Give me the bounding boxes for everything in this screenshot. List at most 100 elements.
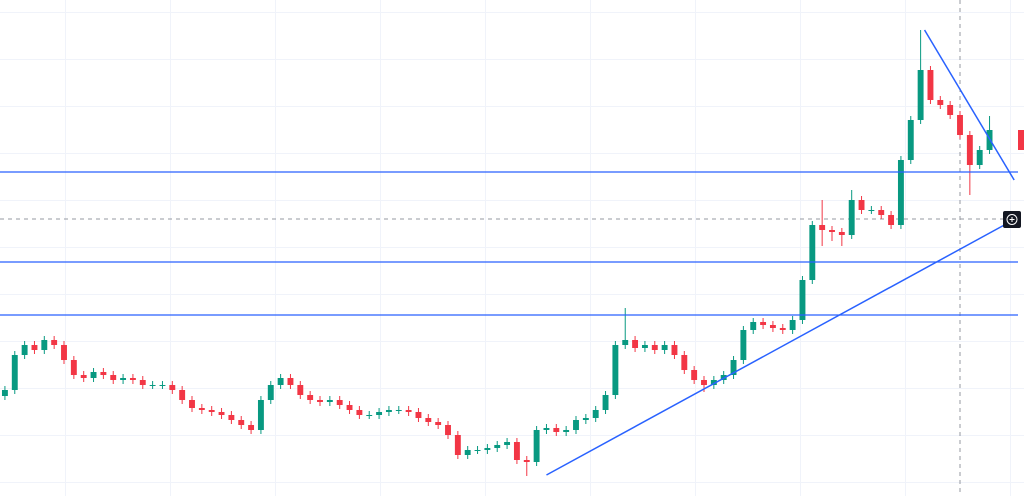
candle-body <box>917 70 924 120</box>
candle-body <box>809 225 816 280</box>
candle-body <box>149 385 156 386</box>
candle-body <box>385 410 392 412</box>
candle-body <box>504 442 511 445</box>
candle-body <box>110 375 117 380</box>
candle-body <box>11 355 18 390</box>
candle-body <box>927 70 934 100</box>
price-tag <box>1018 130 1024 150</box>
candle-body <box>257 400 264 430</box>
candle-body <box>189 400 195 408</box>
candle-body <box>888 215 895 225</box>
candle-body <box>208 410 215 412</box>
candle-body <box>563 430 570 432</box>
candle-body <box>602 395 609 410</box>
candle-body <box>31 345 38 350</box>
candle-body <box>366 415 373 416</box>
candle-body <box>582 418 589 420</box>
candle-body <box>120 378 127 380</box>
candle-body <box>819 225 826 230</box>
candle-body <box>829 230 835 232</box>
candle-body <box>691 370 698 380</box>
candle-body <box>947 105 954 115</box>
candle-body <box>129 378 136 380</box>
candle-body <box>267 385 274 400</box>
candle-body <box>169 385 176 390</box>
candle-body <box>622 340 629 345</box>
candle-body <box>868 210 875 211</box>
candle-body <box>238 420 245 425</box>
candle-body <box>543 428 550 430</box>
candle-body <box>484 448 491 450</box>
candle-body <box>80 375 87 378</box>
candle-body <box>681 355 688 370</box>
trend-line <box>546 224 1005 476</box>
candle-body <box>474 450 481 451</box>
candle-body <box>957 115 963 135</box>
candle-body <box>454 435 461 455</box>
crosshair-button <box>1003 211 1021 228</box>
candle-body <box>907 120 914 160</box>
candle-body <box>740 330 747 360</box>
candle-body <box>661 345 668 350</box>
candle-body <box>760 322 767 325</box>
candle-body <box>573 420 579 430</box>
candle-body <box>228 415 235 420</box>
candle-body <box>838 232 845 235</box>
candle-body <box>445 425 451 435</box>
candle-body <box>612 345 619 395</box>
candle-body <box>425 418 432 422</box>
candle-body <box>326 400 333 402</box>
candle-body <box>799 280 806 320</box>
candle-body <box>287 378 294 385</box>
candle-body <box>523 460 530 462</box>
candle-body <box>641 345 648 348</box>
candle-body <box>730 360 737 375</box>
candle-body <box>395 410 402 411</box>
candle-body <box>1 390 8 396</box>
candle-body <box>21 345 28 355</box>
candle-body <box>346 405 353 410</box>
candle-body <box>198 408 205 410</box>
candle-body <box>779 328 786 330</box>
crosshair-button-icon <box>1006 214 1018 225</box>
candle-body <box>51 340 58 345</box>
crosshair-button-plus <box>1009 217 1015 222</box>
candle-body <box>41 340 48 350</box>
trend-line <box>923 29 1015 181</box>
candle-body <box>750 322 757 330</box>
candle-body <box>70 360 77 375</box>
candle-body <box>976 150 983 165</box>
candle-body <box>701 380 707 385</box>
candle-body <box>415 412 422 418</box>
candle-body <box>513 442 520 460</box>
candle-body <box>878 210 885 215</box>
candle-body <box>159 385 166 386</box>
candle-body <box>100 372 107 375</box>
candle-body <box>769 325 776 328</box>
candle-body <box>789 320 796 330</box>
candle-body <box>336 400 343 405</box>
candle-body <box>218 412 225 415</box>
candle-body <box>494 445 501 448</box>
candle-body <box>90 372 97 378</box>
candle-body <box>966 135 973 165</box>
candle-body <box>61 345 67 360</box>
candle-body <box>277 378 284 385</box>
candle-body <box>435 422 442 425</box>
candle-body <box>307 395 314 400</box>
candle-body <box>848 200 855 235</box>
candle-body <box>632 340 639 348</box>
candle-body <box>553 428 560 432</box>
candle-body <box>376 412 383 415</box>
candle-body <box>671 345 678 355</box>
candle-body <box>179 390 186 400</box>
candle-body <box>248 425 255 430</box>
candle-body <box>297 385 304 395</box>
candle-body <box>937 100 944 105</box>
candle-body <box>356 410 363 415</box>
candle-body <box>858 200 865 210</box>
candle-body <box>651 345 658 350</box>
candle-body <box>464 450 471 455</box>
